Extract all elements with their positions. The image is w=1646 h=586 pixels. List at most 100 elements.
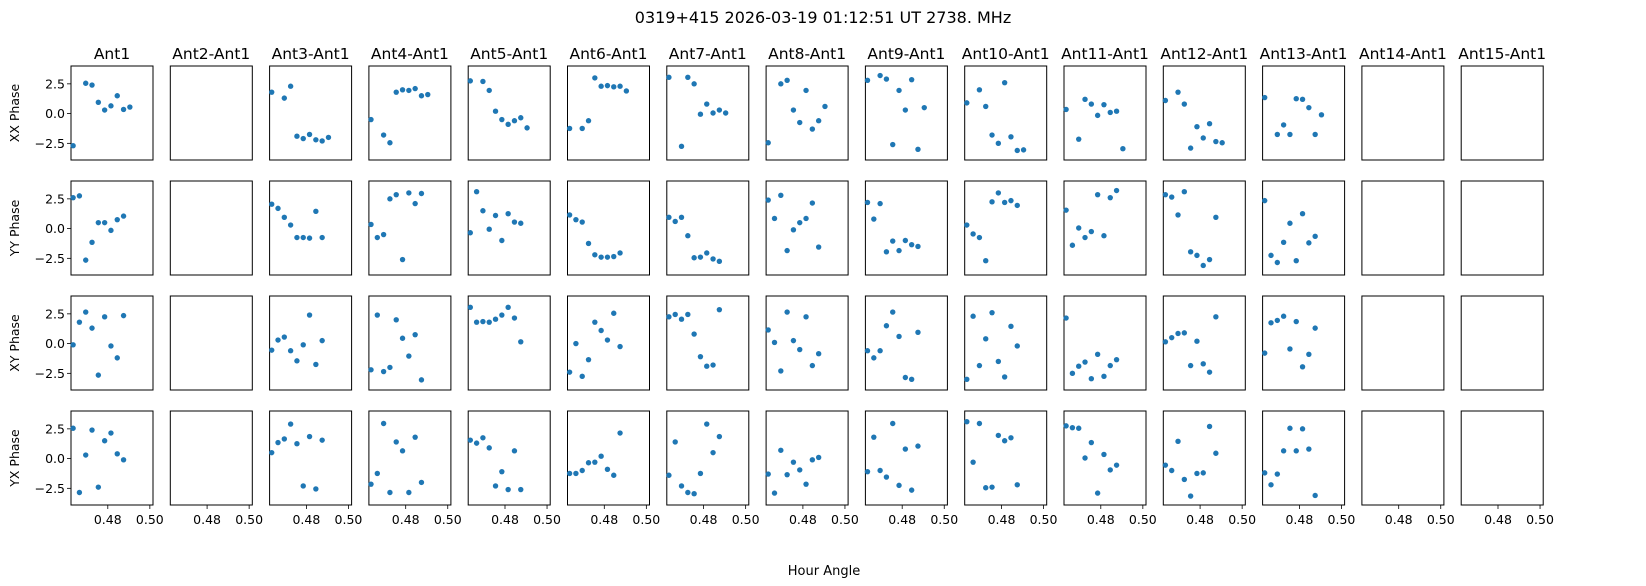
data-point [1008,323,1014,330]
data-point [883,323,890,329]
data-point [412,434,418,440]
data-point [970,231,976,237]
x-tick-label: 0.48 [1087,512,1115,527]
data-point [511,448,518,454]
data-point [803,87,809,94]
data-point [778,368,784,374]
data-point [492,483,499,489]
data-point [269,347,275,353]
data-point [592,459,598,465]
subplot-xy-phase-ant10-ant1 [964,295,1048,391]
data-point [1063,423,1069,429]
data-point [566,212,573,218]
data-point [1200,262,1206,269]
data-point [306,312,313,318]
data-point [1262,94,1268,101]
data-point [964,419,970,425]
subplot-yy-phase-ant10-ant1 [964,180,1048,276]
data-point [784,77,790,83]
data-point [306,131,313,138]
data-point [921,104,927,111]
data-point [374,470,381,477]
column-title-ant1: Ant1 [94,45,130,63]
data-point [1169,194,1175,200]
data-point [406,489,412,496]
data-point [1318,112,1325,118]
x-tick-label: 0.50 [831,512,859,527]
data-point [300,483,306,489]
data-point [1299,426,1306,432]
data-point [1001,374,1008,380]
data-point [511,118,518,124]
subplot-xx-phase-ant4-ant1 [368,65,452,161]
data-point [585,240,592,247]
data-point [1063,106,1069,113]
x-tick-label: 0.50 [1129,512,1157,527]
data-point [499,312,505,318]
data-point [313,208,319,215]
data-point [269,89,275,95]
data-point [399,256,406,263]
data-point [995,190,1002,196]
x-tick-label: 0.50 [335,512,363,527]
data-point [1187,362,1194,369]
data-point [809,126,816,132]
data-point [1082,455,1088,461]
data-point [114,451,120,457]
x-tick-label: 0.48 [789,512,817,527]
data-point [809,362,816,369]
subplot-xy-phase-ant6-ant1 [567,295,650,391]
data-point [412,85,418,92]
y-tick-label: 2.5 [45,306,65,321]
data-point [890,238,896,244]
data-point [1001,438,1008,444]
data-point [598,254,604,260]
data-point [1076,425,1082,431]
data-point [492,212,499,219]
subplot-yy-phase-ant3-ant1 [269,180,353,276]
data-point [95,484,102,490]
data-point [1299,364,1306,370]
column-title-ant4-ant1: Ant4-Ant1 [371,45,449,63]
data-point [617,343,623,350]
data-point [287,421,294,427]
row-label-yy-phase: YY Phase [7,199,22,257]
data-point [666,472,672,478]
data-point [678,483,685,489]
data-point [1213,138,1219,145]
data-point [101,107,108,113]
data-point [418,93,425,99]
data-point [1306,351,1312,358]
data-point [1094,490,1101,496]
data-point [418,190,425,197]
data-point [983,103,989,110]
data-point [275,439,281,446]
data-point [1274,259,1281,266]
data-point [976,362,983,369]
data-point [114,355,120,361]
data-point [1312,131,1318,138]
data-point [1206,121,1213,127]
subplot-xy-phase-ant7-ant1 [666,295,750,391]
data-point [803,215,809,222]
data-point [120,457,127,463]
data-point [95,372,102,378]
subplot-yx-phase-ant1 [70,410,154,506]
data-point [908,487,915,493]
data-point [864,468,871,475]
data-point [492,316,499,322]
data-point [797,219,803,226]
data-point [499,468,505,475]
data-point [1194,252,1200,259]
x-tick-label: 0.48 [1385,512,1413,527]
data-point [1063,315,1069,321]
x-tick-label: 0.50 [1328,512,1356,527]
x-tick-label: 0.50 [732,512,760,527]
data-point [70,143,76,149]
data-point [1280,122,1287,128]
data-point [604,337,611,343]
data-point [573,470,579,477]
data-point [1274,317,1281,324]
data-point [1268,482,1274,488]
data-point [685,311,691,318]
